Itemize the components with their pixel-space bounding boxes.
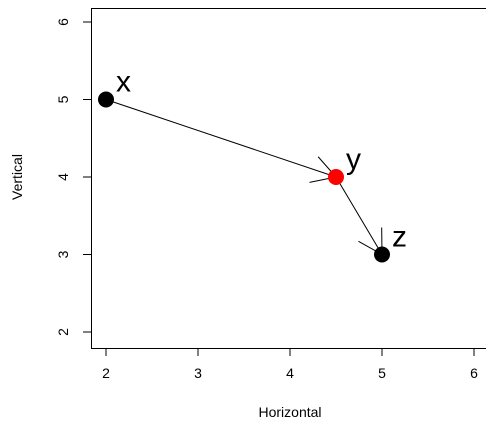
data-point [374, 246, 390, 263]
arrow [335, 176, 383, 255]
x-tick-label: 4 [286, 365, 294, 381]
y-tick-label: 3 [55, 250, 71, 258]
x-tick-label: 5 [378, 365, 386, 381]
y-axis: 2 3 4 5 6 [55, 18, 92, 336]
x-axis: 2 3 4 5 6 [102, 348, 478, 381]
y-tick-label: 6 [55, 18, 71, 26]
x-tick-label: 6 [470, 365, 478, 381]
plot-frame [91, 8, 486, 349]
arrow-shaft [105, 99, 337, 178]
y-tick-label: 5 [55, 95, 71, 103]
x-tick-label: 2 [102, 365, 110, 381]
arrow-layer [105, 99, 383, 255]
data-point [98, 91, 114, 108]
data-point [328, 169, 344, 185]
arrow-shaft [335, 176, 383, 255]
point-layer [98, 91, 390, 263]
point-label: z [392, 221, 407, 254]
arrow [105, 99, 337, 183]
y-tick-label: 4 [55, 173, 71, 181]
x-tick-label: 3 [194, 365, 202, 381]
point-label: x [116, 66, 131, 99]
x-axis-label: Horizontal [258, 404, 321, 420]
y-tick-label: 2 [55, 328, 71, 336]
point-label-layer: x y z [116, 66, 407, 254]
y-axis-label: Vertical [9, 154, 25, 200]
point-label: y [346, 143, 361, 176]
